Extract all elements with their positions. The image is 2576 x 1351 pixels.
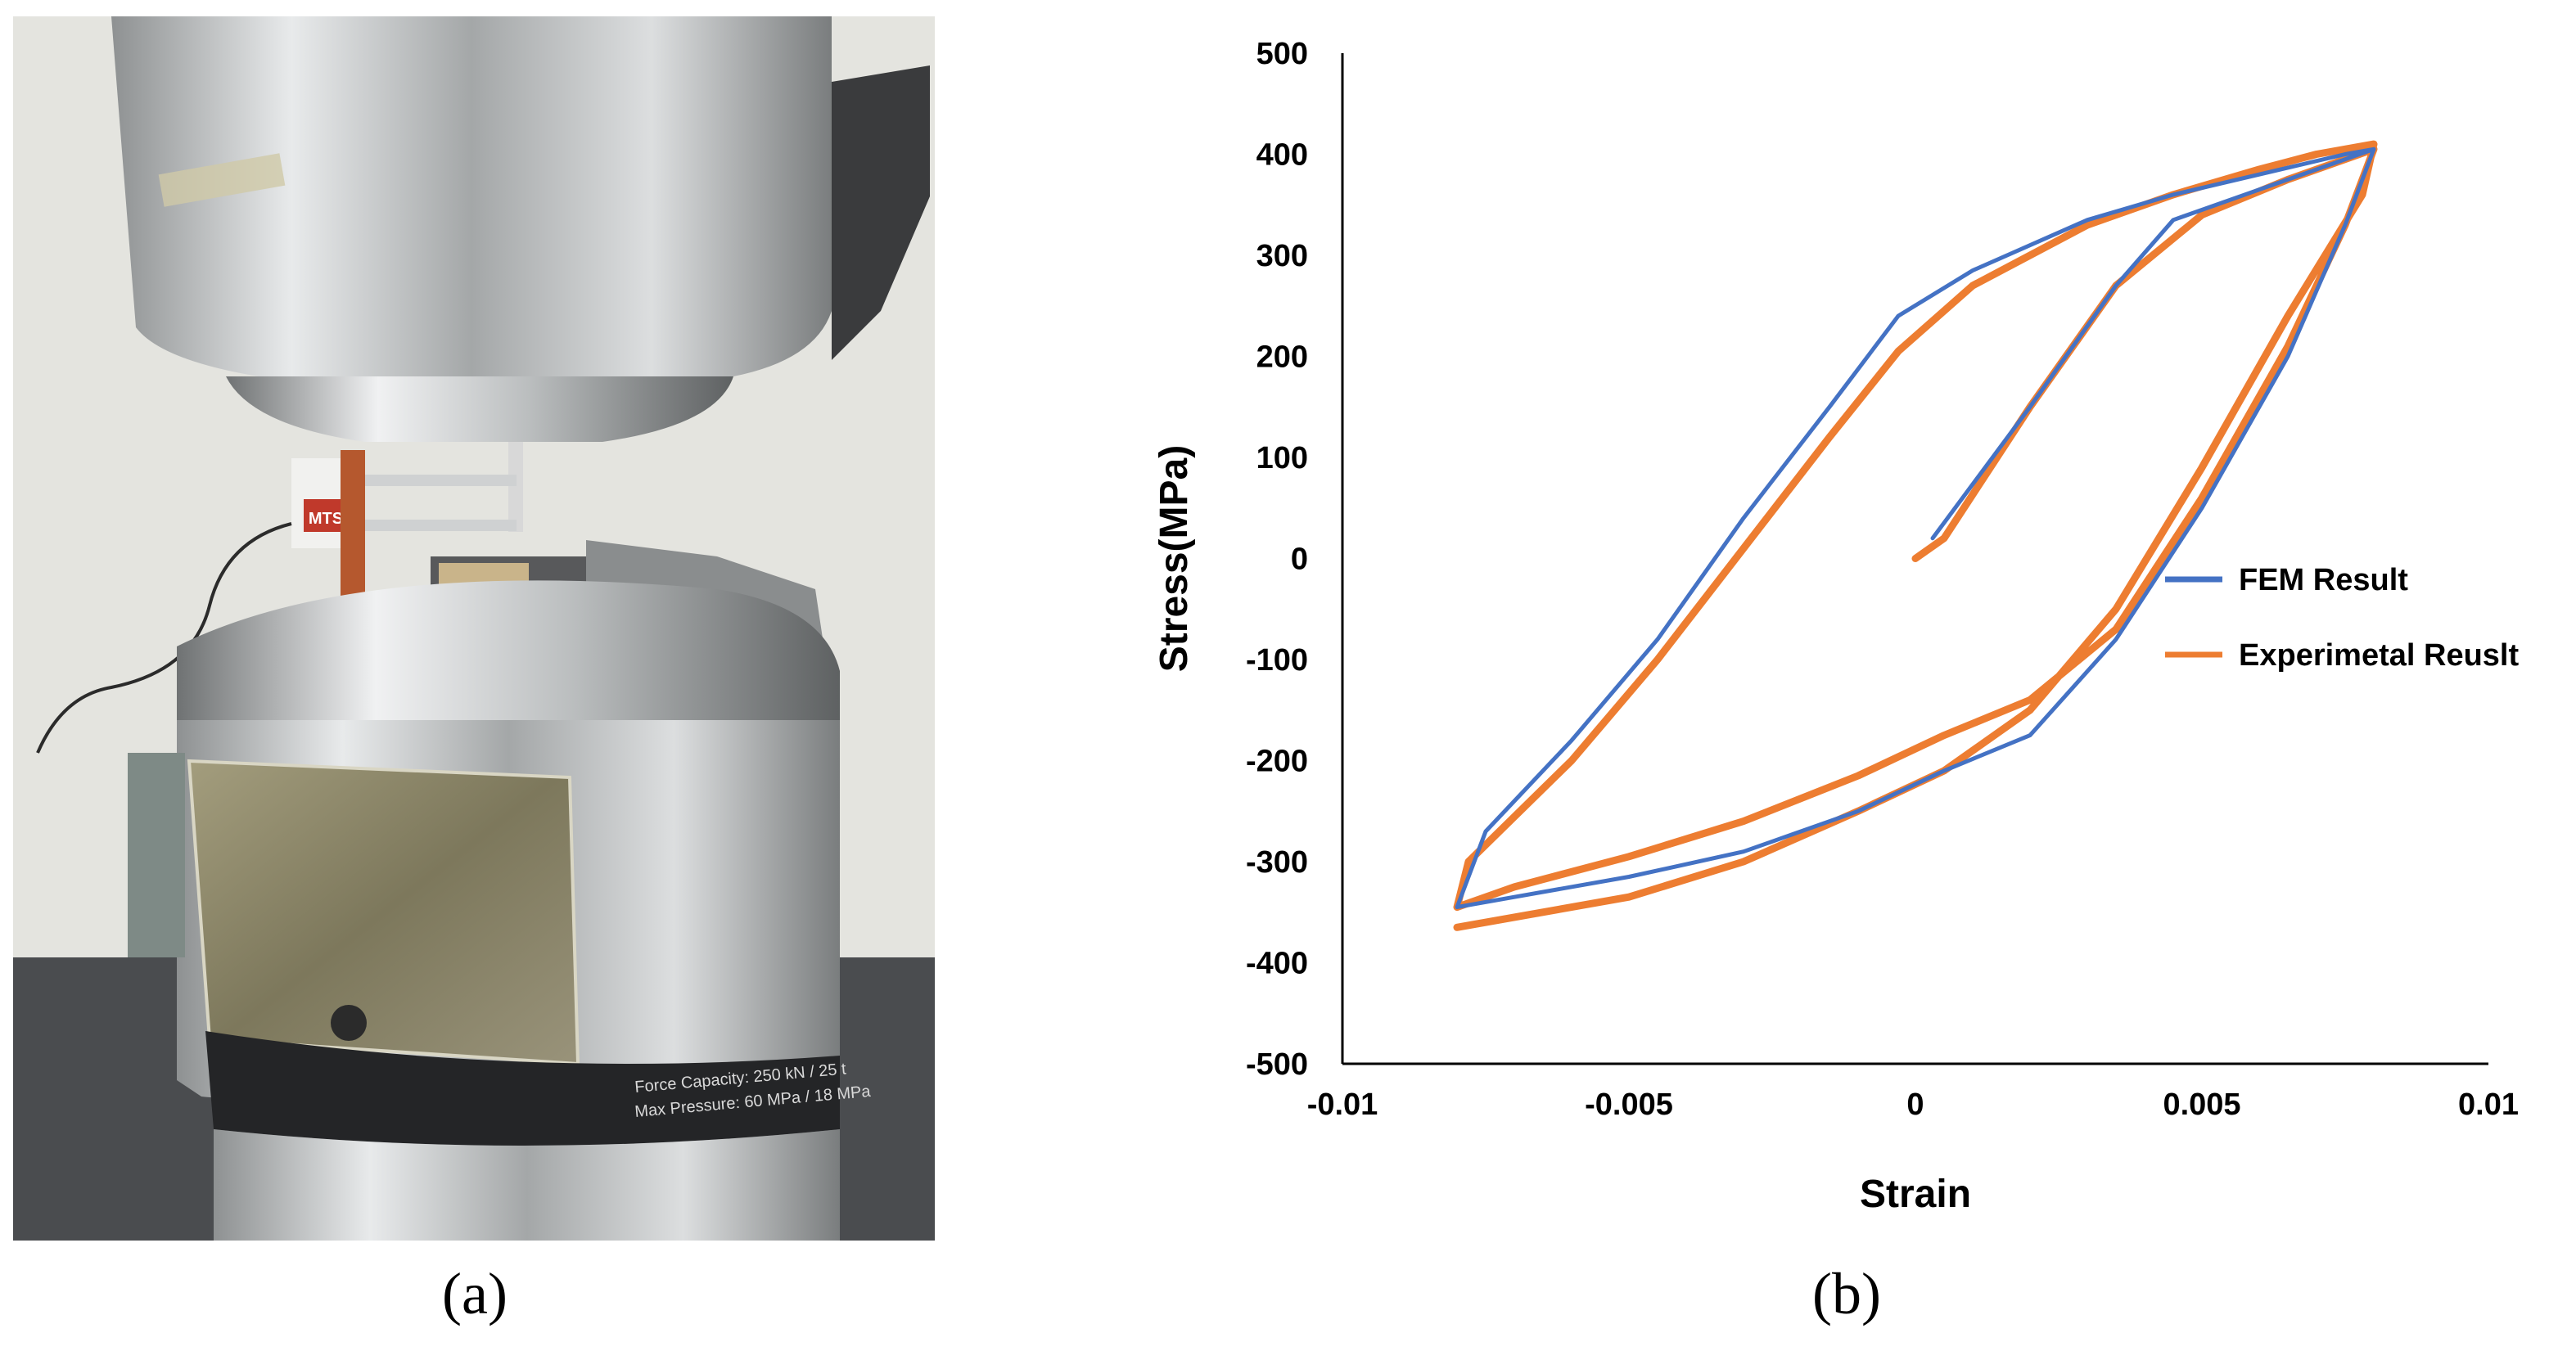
extensometer-arm-upper [361, 475, 517, 486]
chart-series [1453, 140, 2378, 931]
x-tick-labels: -0.01 -0.005 0 0.005 0.01 [1307, 1088, 2519, 1122]
test-rig-photo: MTS Force Capacity: 250 kN / 25 t Max Pr… [13, 16, 935, 1241]
control-box [128, 753, 185, 957]
hydraulic-hose [341, 450, 365, 606]
y-tick-label: -100 [1246, 643, 1308, 678]
y-tick-label: 0 [1291, 543, 1308, 577]
stress-strain-chart: 500 400 300 200 100 0 -100 -200 -300 -400 -500 -0.… [1153, 37, 2519, 1216]
y-tick-label: -300 [1246, 845, 1308, 880]
y-tick-label: 500 [1256, 37, 1308, 71]
x-tick-label: 0.005 [2163, 1088, 2240, 1122]
lower-base [214, 1129, 840, 1241]
extensometer-arm-lower [361, 520, 517, 531]
upper-collet [226, 376, 733, 442]
x-tick-label: 0.01 [2458, 1088, 2519, 1122]
y-tick-label: -200 [1246, 745, 1308, 779]
legend-label: FEM Result [2239, 563, 2408, 597]
extensometer-brand: MTS [309, 510, 343, 528]
y-tick-label: 200 [1256, 340, 1308, 375]
series-line-0 [1455, 146, 2376, 910]
y-tick-labels: 500 400 300 200 100 0 -100 -200 -300 -400 -500 [1246, 37, 1308, 1082]
y-tick-label: -400 [1246, 947, 1308, 981]
specimen [508, 442, 523, 532]
x-tick-label: 0 [1906, 1088, 1924, 1122]
y-axis-title: Stress(MPa) [1153, 445, 1196, 672]
series-line-1 [1453, 140, 2378, 931]
legend-label: Experimetal Reuslt [2239, 638, 2519, 673]
tape-strip [158, 153, 286, 207]
upper-actuator [111, 16, 832, 376]
black-band [205, 1031, 840, 1146]
x-tick-label: -0.01 [1307, 1088, 1378, 1122]
y-tick-label: -500 [1246, 1047, 1308, 1082]
chart-legend: FEM Result Experimetal Reuslt [2165, 563, 2519, 673]
x-axis-title: Strain [1860, 1173, 1971, 1216]
y-tick-label: 300 [1256, 239, 1308, 273]
chart-axes [1341, 53, 2488, 1065]
upper-actuator-flange [832, 65, 930, 360]
plate-bolt [331, 1005, 367, 1041]
x-tick-label: -0.005 [1585, 1088, 1673, 1122]
y-tick-label: 400 [1256, 138, 1308, 173]
y-tick-label: 100 [1256, 441, 1308, 475]
panel-label-b: (b) [1812, 1261, 1881, 1326]
label-plate [187, 759, 580, 1066]
panel-label-a: (a) [442, 1261, 508, 1326]
